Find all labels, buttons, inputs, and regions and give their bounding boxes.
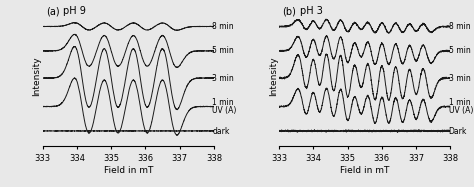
Text: pH 9: pH 9 <box>63 6 86 16</box>
Text: (b): (b) <box>283 6 296 16</box>
Text: 1 min: 1 min <box>448 99 470 108</box>
Text: 3 min: 3 min <box>448 73 470 82</box>
Text: dark: dark <box>212 127 229 136</box>
X-axis label: Field in mT: Field in mT <box>340 166 389 175</box>
X-axis label: Field in mT: Field in mT <box>104 166 153 175</box>
Text: 8 min: 8 min <box>448 22 470 31</box>
Text: pH 3: pH 3 <box>300 6 322 16</box>
Text: (a): (a) <box>46 6 60 16</box>
Text: 5 min: 5 min <box>448 46 470 55</box>
Text: UV (A): UV (A) <box>448 105 473 115</box>
Y-axis label: Intensity: Intensity <box>32 57 41 96</box>
Text: 8 min: 8 min <box>212 22 234 31</box>
Text: Dark: Dark <box>448 127 467 136</box>
Text: 1 min: 1 min <box>212 99 234 108</box>
Text: 5 min: 5 min <box>212 46 234 55</box>
Text: UV (A): UV (A) <box>212 105 237 115</box>
Text: 3 min: 3 min <box>212 73 234 82</box>
Y-axis label: Intensity: Intensity <box>269 57 278 96</box>
